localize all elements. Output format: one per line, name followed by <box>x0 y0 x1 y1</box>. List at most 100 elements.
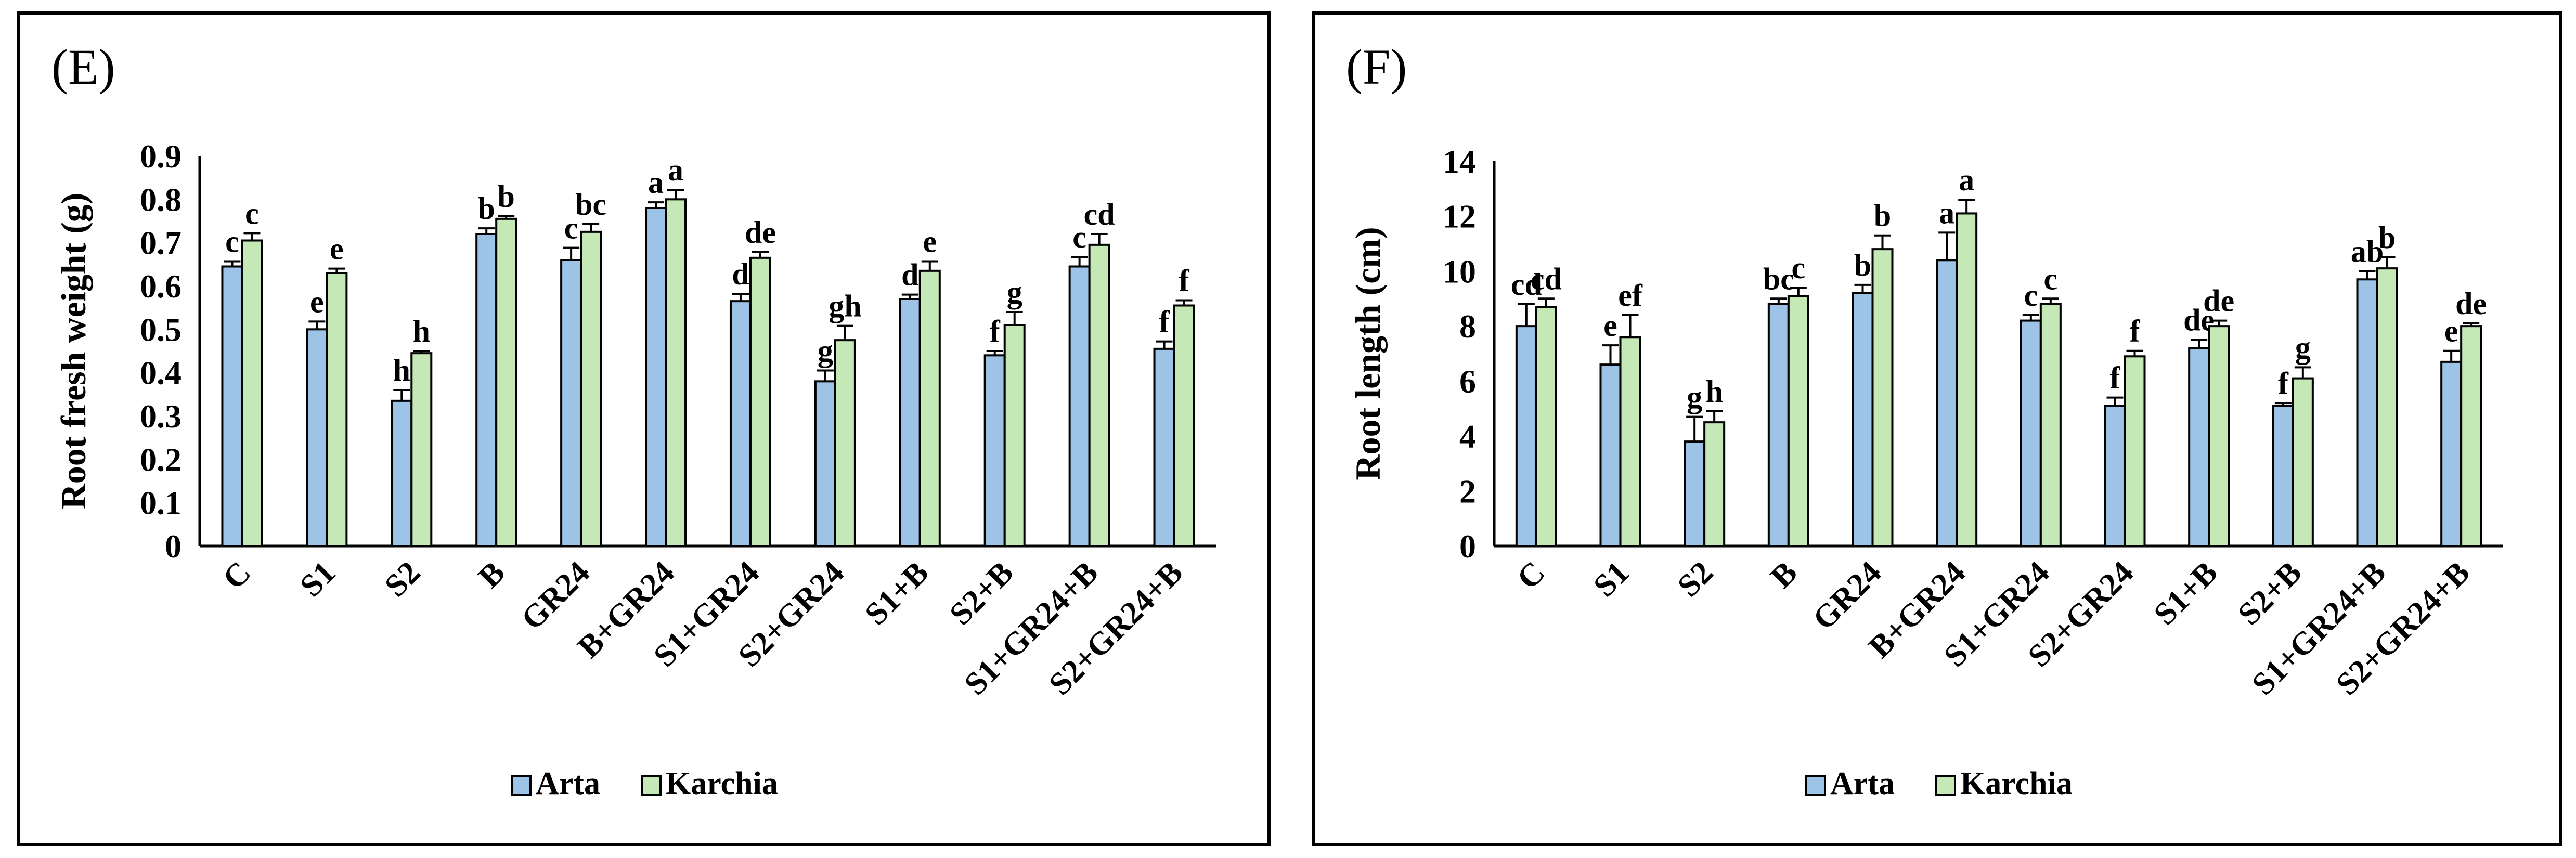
bar-arta <box>1684 440 1706 548</box>
y-tick-label: 0.4 <box>140 355 182 392</box>
x-tick-label: C <box>1510 555 1552 596</box>
bar-arta <box>306 328 328 547</box>
legend-label-arta: Arta <box>536 766 600 801</box>
y-tick-label: 6 <box>1459 363 1476 400</box>
bar-karchia <box>2124 355 2146 547</box>
significance-letter: ef <box>1618 278 1643 313</box>
bar-karchia <box>2460 325 2482 548</box>
y-tick-label: 8 <box>1459 308 1476 345</box>
bar-arta <box>2356 278 2378 547</box>
significance-letter: c <box>1792 251 1806 285</box>
significance-letter: e <box>310 284 324 319</box>
bar-arta <box>1153 347 1175 547</box>
significance-letter: a <box>668 153 683 187</box>
y-tick-label: 4 <box>1459 418 1476 455</box>
significance-letter: e <box>1603 308 1617 343</box>
bar-arta <box>1068 265 1091 547</box>
x-tick-label: B <box>472 555 512 595</box>
legend-label-karchia: Karchia <box>666 766 778 801</box>
significance-letter: c <box>564 211 578 245</box>
bar-arta <box>2188 347 2210 548</box>
significance-letter: g <box>2295 330 2311 365</box>
bar-karchia <box>1003 324 1026 547</box>
y-tick-label: 0.1 <box>140 485 182 522</box>
y-tick-label: 0.7 <box>140 225 182 262</box>
bar-karchia <box>1703 421 1726 548</box>
panel-label-f: (F) <box>1346 39 1407 95</box>
bar-arta <box>983 354 1006 547</box>
bar-karchia <box>495 217 517 548</box>
y-tick-label: 0 <box>1459 528 1476 565</box>
bar-arta <box>1767 303 1790 547</box>
bar-arta <box>1599 363 1622 548</box>
bar-karchia <box>1088 243 1110 548</box>
bar-arta <box>645 207 667 547</box>
significance-letter: a <box>1959 163 1974 197</box>
x-tick-label: GR24 <box>514 555 597 637</box>
significance-letter: b <box>498 179 515 214</box>
significance-letter: de <box>745 215 776 250</box>
legend-label-arta: Arta <box>1830 766 1895 801</box>
significance-letter: b <box>1854 248 1871 282</box>
significance-letter: g <box>818 334 833 368</box>
y-tick-label: 0.3 <box>140 398 182 435</box>
bar-karchia <box>1535 306 1557 548</box>
bar-arta <box>2272 405 2294 548</box>
bar-karchia <box>1619 336 1641 547</box>
y-tick-label: 0.9 <box>140 138 182 175</box>
significance-letter: f <box>1179 264 1190 298</box>
bar-karchia <box>326 272 348 547</box>
legend-swatch-karchia <box>1935 775 1956 796</box>
bar-arta <box>560 259 582 547</box>
legend-swatch-arta <box>511 775 532 796</box>
significance-letter: h <box>1705 374 1723 409</box>
significance-letter: bc <box>1763 262 1794 296</box>
significance-letter: ab <box>2351 234 2384 268</box>
significance-letter: f <box>990 314 1001 348</box>
significance-letter: de <box>2455 287 2487 321</box>
significance-letter: f <box>2130 314 2141 348</box>
bar-arta <box>2104 405 2126 548</box>
bar-arta <box>899 298 921 547</box>
significance-letter: cd <box>1084 197 1115 231</box>
significance-letter: g <box>1687 380 1702 414</box>
bar-karchia <box>2376 267 2398 547</box>
bar-karchia <box>1787 295 1809 547</box>
bar-karchia <box>2039 303 2062 547</box>
bar-karchia <box>918 269 941 548</box>
panel-label-e: (E) <box>51 39 115 95</box>
bar-karchia <box>2208 325 2230 548</box>
significance-letter: d <box>732 257 749 291</box>
y-tick-label: 0.6 <box>140 268 182 305</box>
bar-karchia <box>1173 304 1195 547</box>
significance-letter: e <box>923 225 937 259</box>
bar-karchia <box>2292 377 2314 547</box>
significance-letter: d <box>901 258 918 292</box>
significance-letter: b <box>478 191 495 226</box>
bar-arta <box>391 399 413 547</box>
significance-letter: f <box>2278 366 2289 400</box>
significance-letter: bc <box>575 187 606 222</box>
y-axis-title: Root fresh weight (g) <box>54 193 93 510</box>
significance-letter: b <box>2378 220 2396 255</box>
significance-letter: a <box>1939 196 1954 230</box>
y-tick-label: 0.8 <box>140 181 182 218</box>
bar-arta <box>2440 360 2463 547</box>
significance-letter: e <box>330 232 344 266</box>
significance-letter: a <box>648 165 664 200</box>
significance-letter: b <box>1874 199 1891 233</box>
significance-letter: h <box>393 353 410 387</box>
bar-arta <box>475 233 498 547</box>
x-tick-label: C <box>216 555 258 596</box>
significance-letter: c <box>2024 278 2038 313</box>
chart-panel-e: (E) 0 0.1 0.2 0.3 0.4 0.5 0.6 0.7 0.8 0.9 Root fre… <box>17 11 1271 846</box>
bar-karchia <box>665 198 687 548</box>
bar-arta <box>1515 325 1537 548</box>
x-tick-label: S1 <box>293 555 342 604</box>
bar-karchia <box>580 230 602 548</box>
y-tick-label: 0 <box>165 528 182 565</box>
significance-letter: cd <box>1511 267 1542 302</box>
significance-letter: c <box>2044 262 2058 296</box>
x-tick-label: B <box>1764 555 1804 595</box>
